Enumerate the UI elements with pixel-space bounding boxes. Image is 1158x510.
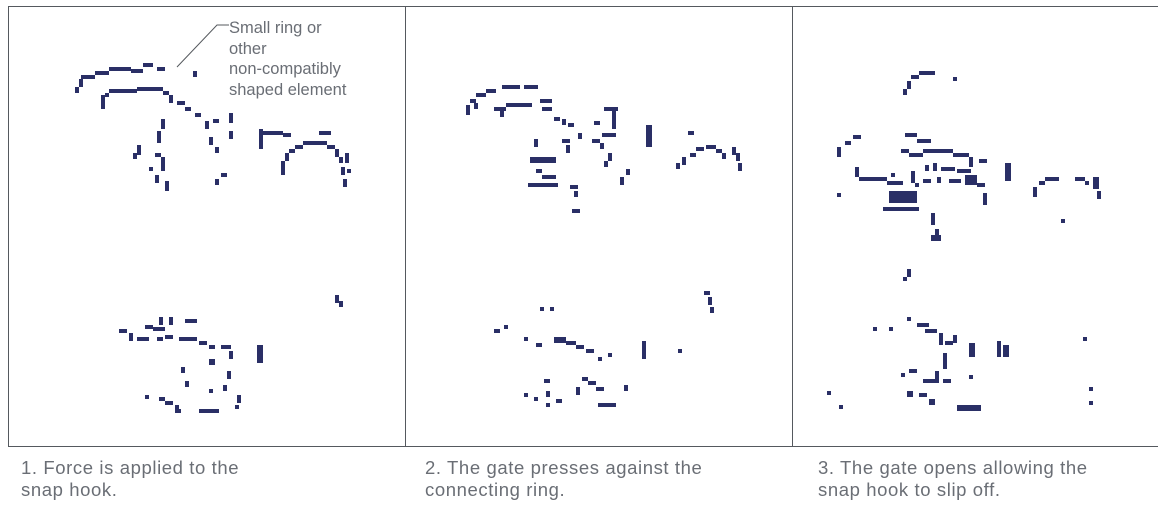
caption-step-3: 3. The gate opens allowing the snap hook…: [818, 457, 1158, 501]
caption-step-2: 2. The gate presses against the connecti…: [425, 457, 775, 501]
snap-hook-illustration-2: [466, 85, 742, 407]
caption-step-3-line-1: 3. The gate opens allowing the: [818, 457, 1088, 478]
callout-line-1: Small ring or: [229, 19, 322, 37]
caption-step-2-line-2: connecting ring.: [425, 479, 566, 500]
snap-hook-illustration-3: [827, 71, 1101, 411]
callout-line-3: non-compatibly: [229, 60, 341, 78]
snap-hook-illustration-1: [75, 24, 351, 413]
caption-step-1: 1. Force is applied to the snap hook.: [21, 457, 371, 501]
caption-step-3-line-2: snap hook to slip off.: [818, 479, 1001, 500]
caption-step-1-line-2: snap hook.: [21, 479, 118, 500]
panel-divider-1: [405, 6, 406, 447]
caption-step-2-line-1: 2. The gate presses against the: [425, 457, 703, 478]
panel-divider-2: [792, 6, 793, 447]
diagram-frame: [8, 6, 1158, 447]
panel-step-3: [793, 7, 1158, 446]
panel-step-2: [406, 7, 792, 446]
panel-step-1: [9, 7, 405, 446]
callout-line-4: shaped element: [229, 80, 347, 99]
callout-line-2: other: [229, 39, 267, 58]
callout-label: Small ring or other non-compatibly shape…: [229, 18, 409, 100]
caption-step-1-line-1: 1. Force is applied to the: [21, 457, 240, 478]
